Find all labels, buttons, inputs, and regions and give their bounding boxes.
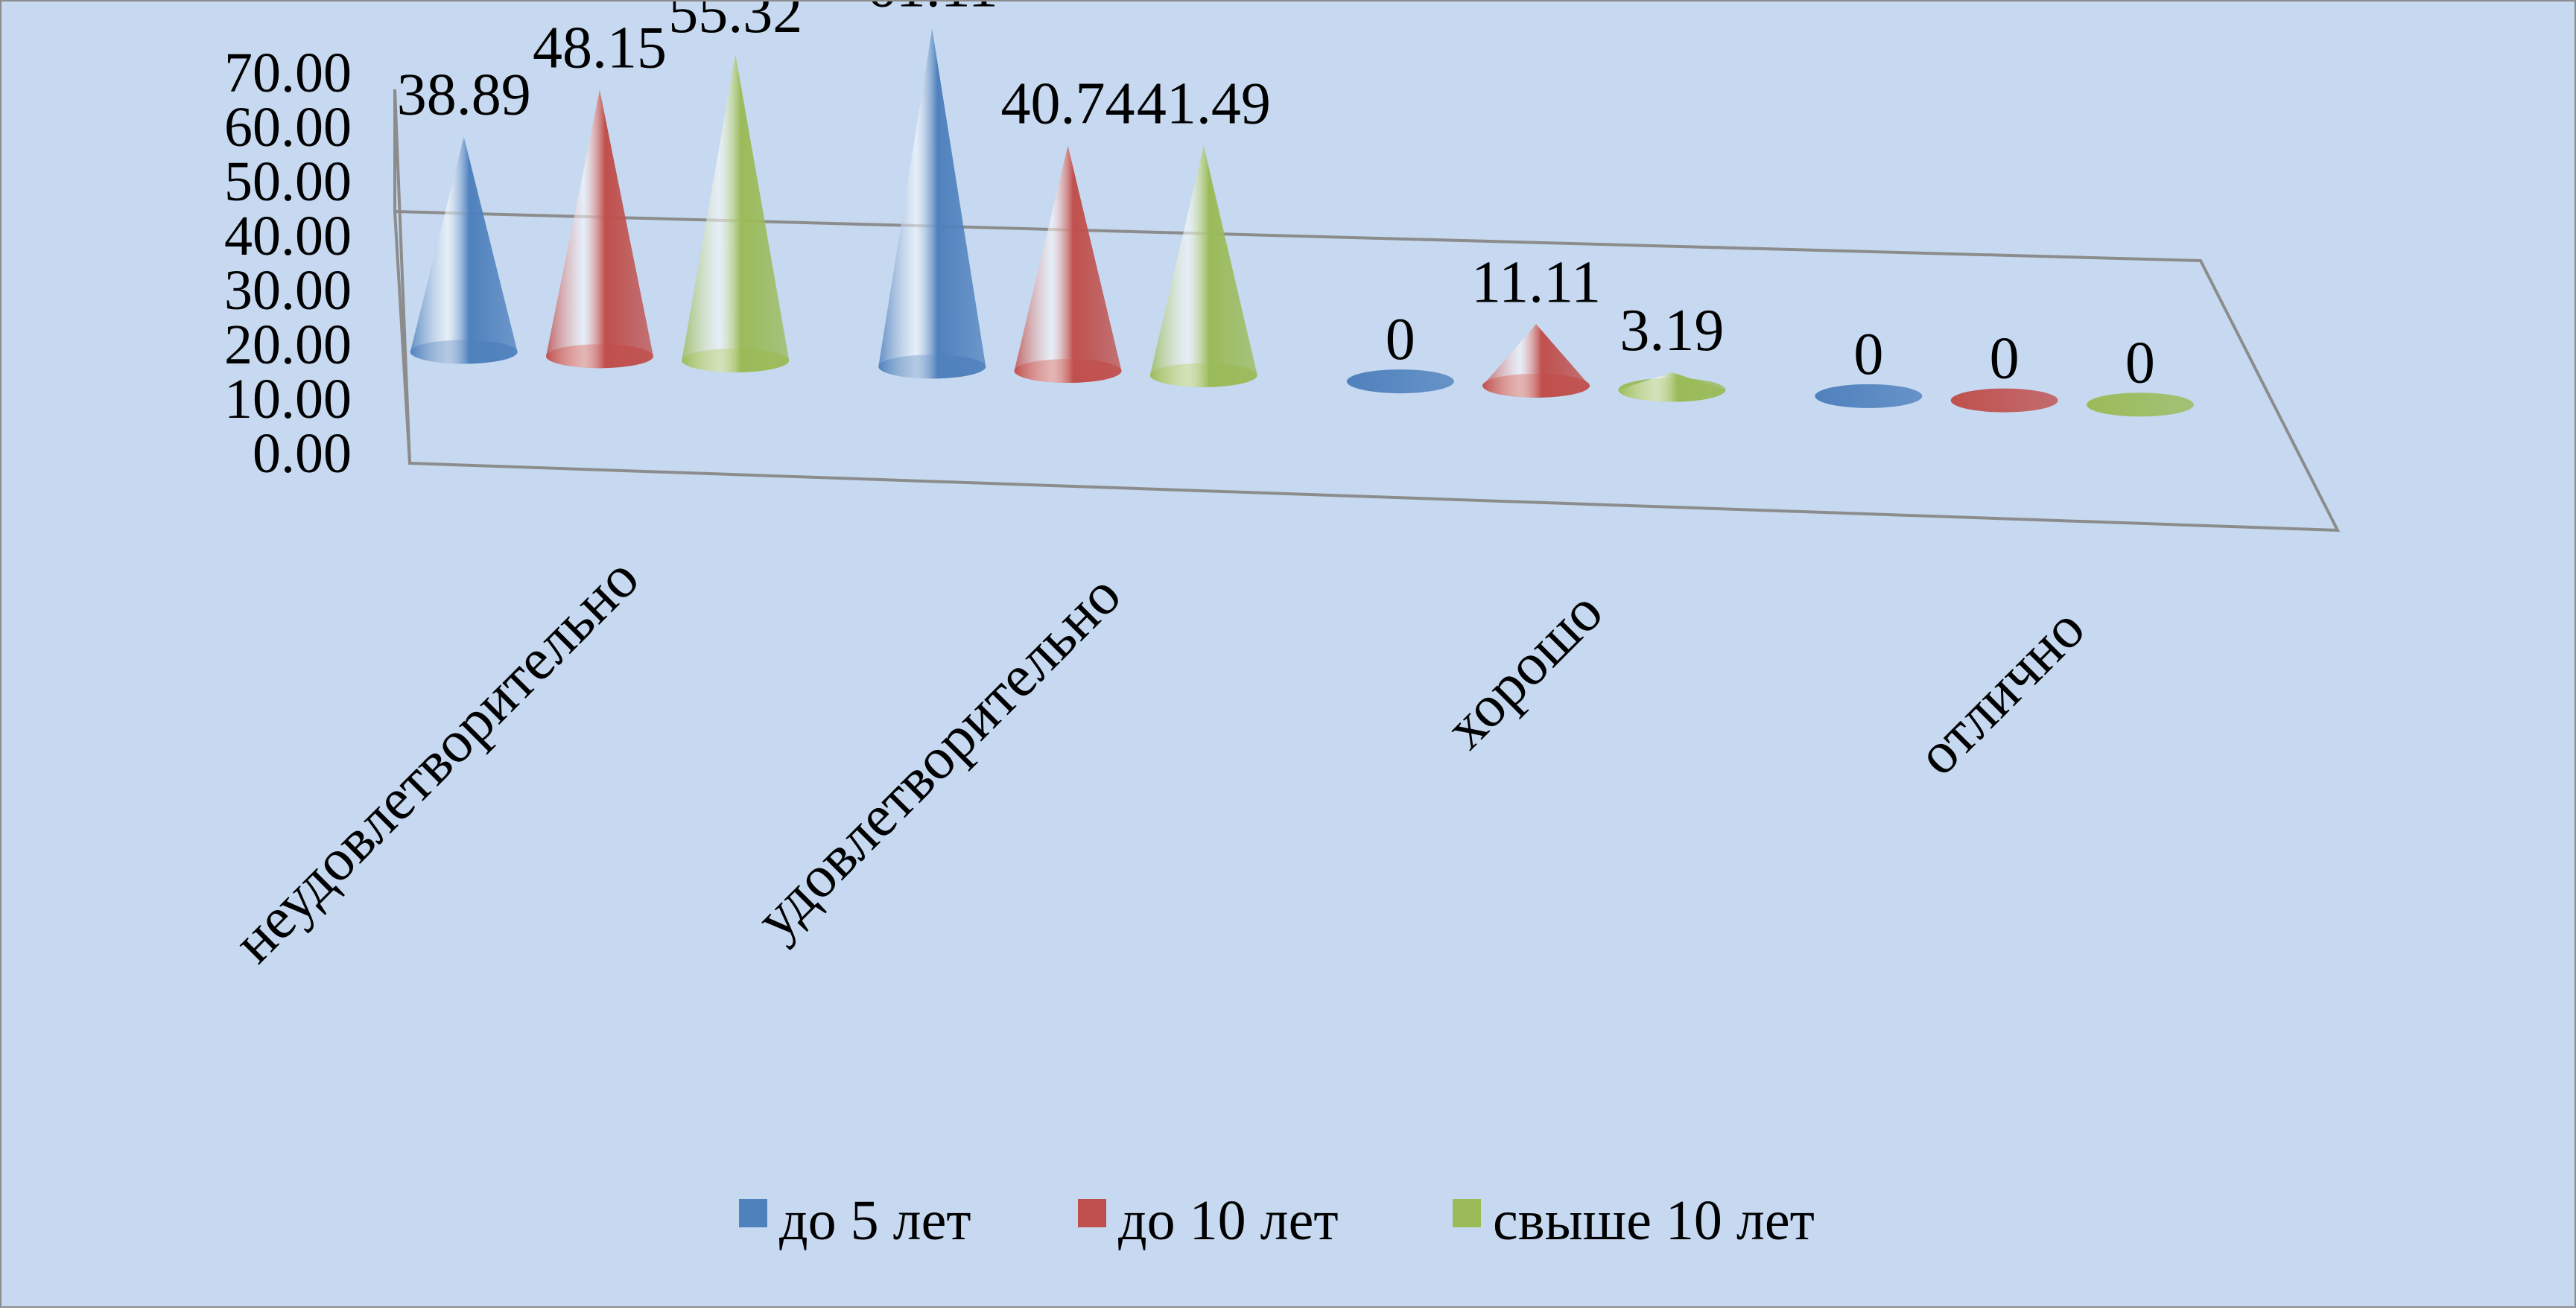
cone-base [2086, 392, 2194, 417]
data-label: 48.15 [533, 16, 667, 81]
data-label: 41.49 [1137, 71, 1271, 137]
cone-mark [1149, 145, 1257, 387]
cone-mark [1482, 324, 1590, 398]
data-label: 0 [1386, 307, 1415, 372]
cone-series [410, 28, 1726, 402]
cone-bases [410, 340, 2194, 417]
y-tick-label: 10.00 [224, 368, 352, 430]
data-label: 0 [1990, 326, 2020, 392]
legend-swatch [739, 1199, 767, 1227]
cone-mark [1618, 372, 1726, 402]
cone-mark [410, 136, 518, 364]
cone-mark [682, 54, 790, 372]
legend-swatch [1453, 1199, 1481, 1227]
category-label: неудовлетворительно [221, 545, 652, 976]
category-label: удовлетворительно [743, 562, 1134, 952]
data-label: 61.11 [866, 1, 998, 19]
cone-base [1950, 388, 2058, 413]
legend-label: до 5 лет [779, 1189, 971, 1252]
category-labels: неудовлетворительно удовлетворительно хоро… [221, 545, 2098, 976]
y-tick-label: 60.00 [224, 96, 352, 159]
data-label: 0 [2125, 330, 2155, 395]
data-label: 3.19 [1619, 298, 1724, 363]
legend-label: свыше 10 лет [1493, 1189, 1815, 1252]
y-tick-label: 70.00 [224, 42, 352, 104]
legend: до 5 лет до 10 лет свыше 10 лет [739, 1189, 1815, 1252]
data-label: 38.89 [397, 63, 531, 128]
floor-outline [393, 209, 2341, 532]
cone-base [1346, 369, 1454, 394]
data-label: 11.11 [1471, 249, 1601, 315]
y-tick-label: 40.00 [224, 205, 352, 267]
data-label: 40.74 [1001, 71, 1135, 136]
chart-axes [393, 89, 2341, 532]
data-label: 0 [1853, 322, 1883, 387]
cone-mark [545, 89, 653, 369]
category-label: хорошо [1433, 579, 1615, 761]
legend-label: до 10 лет [1118, 1189, 1339, 1252]
category-label: отлично [1905, 595, 2098, 788]
cone-mark [878, 28, 986, 379]
y-tick-label: 30.00 [224, 259, 352, 322]
y-tick-label: 0.00 [253, 422, 352, 485]
legend-swatch [1078, 1199, 1106, 1227]
data-label: 55.32 [668, 1, 802, 45]
cone-mark [1014, 145, 1122, 384]
cone-base [1815, 384, 1923, 408]
y-tick-label: 50.00 [224, 150, 352, 213]
y-tick-label: 20.00 [224, 314, 352, 376]
